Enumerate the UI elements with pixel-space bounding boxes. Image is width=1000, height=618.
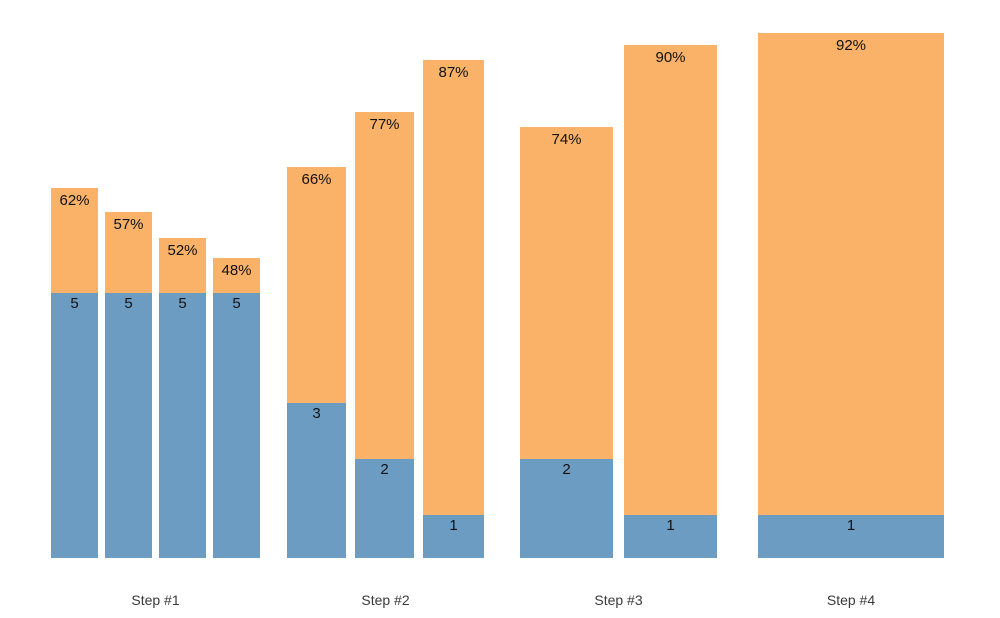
bar-bottom-segment: 5 xyxy=(159,293,206,558)
bar-count-label: 5 xyxy=(178,295,187,312)
bar-count-label: 5 xyxy=(232,295,241,312)
bar-percent-label: 52% xyxy=(167,242,198,259)
bar-top-segment: 90% xyxy=(624,45,717,515)
bar-percent-label: 57% xyxy=(113,216,144,233)
bar-count-label: 2 xyxy=(380,461,389,478)
bar-top-segment: 57% xyxy=(105,212,152,293)
bar-top-segment: 48% xyxy=(213,258,260,293)
bar-percent-label: 92% xyxy=(835,37,867,54)
bar-count-label: 5 xyxy=(70,295,79,312)
bar-top-segment: 66% xyxy=(287,167,346,403)
bar-percent-label: 66% xyxy=(301,171,332,188)
bar-top-segment: 77% xyxy=(355,112,414,459)
bar-bottom-segment: 5 xyxy=(213,293,260,558)
bar-bottom-segment: 1 xyxy=(423,515,484,558)
bar-top-segment: 62% xyxy=(51,188,98,293)
bar-count-label: 3 xyxy=(312,405,321,422)
bar-top-segment: 87% xyxy=(423,60,484,515)
bar-bottom-segment: 5 xyxy=(51,293,98,558)
bar-percent-label: 90% xyxy=(655,49,686,66)
bar-top-segment: 74% xyxy=(520,127,613,459)
bar-count-label: 1 xyxy=(666,517,675,534)
bar-count-label: 5 xyxy=(124,295,133,312)
category-label: Step #3 xyxy=(594,592,643,608)
bar-bottom-segment: 1 xyxy=(624,515,717,558)
bar-top-segment: 92% xyxy=(758,33,944,515)
bar-percent-label: 74% xyxy=(551,131,582,148)
bar-bottom-segment: 5 xyxy=(105,293,152,558)
bar-percent-label: 62% xyxy=(59,192,90,209)
bar-count-label: 1 xyxy=(449,517,458,534)
bar-bottom-segment: 2 xyxy=(520,459,613,558)
category-label: Step #1 xyxy=(131,592,180,608)
category-label: Step #4 xyxy=(826,592,876,608)
bar-bottom-segment: 2 xyxy=(355,459,414,558)
bar-top-segment: 52% xyxy=(159,238,206,293)
bar-bottom-segment: 3 xyxy=(287,403,346,558)
bar-count-label: 2 xyxy=(562,461,571,478)
bar-percent-label: 87% xyxy=(438,64,469,81)
bar-percent-label: 77% xyxy=(369,116,400,133)
bar-count-label: 1 xyxy=(846,517,856,534)
bar-percent-label: 48% xyxy=(221,262,252,279)
bar-bottom-segment: 1 xyxy=(758,515,944,558)
category-label: Step #2 xyxy=(361,592,410,608)
